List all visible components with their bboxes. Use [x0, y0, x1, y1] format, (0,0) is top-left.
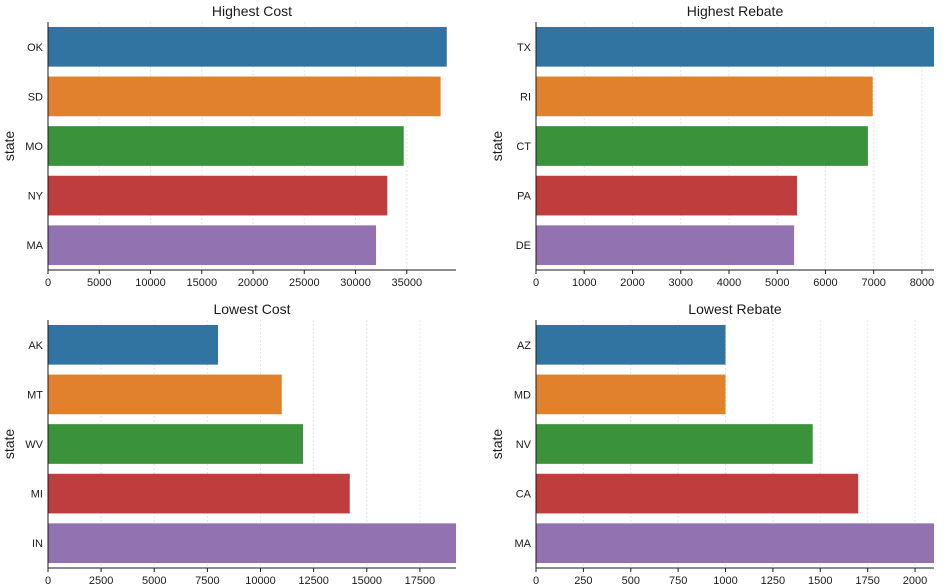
category-label: PA: [517, 191, 532, 203]
bar-ak: [48, 324, 218, 365]
bar-ok: [48, 26, 447, 67]
x-tick-label: 1000: [572, 277, 596, 289]
chart-panel: AK MT WV MI IN 0 2500 5000 7500 10000 12500 15000 17…: [1, 301, 456, 587]
x-tick-label: 3000: [668, 277, 692, 289]
x-tick-label: 4000: [717, 277, 741, 289]
category-label: SD: [28, 91, 43, 103]
bar-ct: [536, 126, 868, 166]
bar-tx: [536, 26, 934, 67]
x-tick-label: 7500: [195, 575, 219, 587]
bar-wv: [48, 424, 303, 464]
x-tick-label: 2500: [89, 575, 113, 587]
y-axis-label: state: [489, 131, 505, 162]
category-label: MI: [31, 489, 43, 501]
category-label: MA: [27, 240, 44, 252]
category-label: CT: [516, 141, 531, 153]
x-tick-label: 20000: [238, 277, 269, 289]
x-tick-label: 10000: [245, 575, 276, 587]
category-label: MA: [515, 538, 532, 550]
category-label: IN: [32, 538, 43, 550]
chart-title: Highest Cost: [212, 3, 292, 19]
category-label: MT: [27, 389, 43, 401]
bar-nv: [536, 424, 813, 464]
y-axis-label: state: [1, 131, 17, 162]
category-label: NV: [516, 439, 532, 451]
chart-title: Lowest Cost: [213, 301, 290, 317]
x-tick-label: 7000: [861, 277, 885, 289]
x-tick-label: 1250: [761, 575, 785, 587]
bar-ri: [536, 76, 873, 117]
x-tick-label: 8000: [910, 277, 934, 289]
x-tick-label: 1500: [808, 575, 832, 587]
x-tick-label: 17500: [405, 575, 436, 587]
chart-panel: OK SD MO NY MA 0 5000 10000 15000 20000 25000 30000…: [1, 3, 456, 289]
x-tick-label: 2000: [620, 277, 644, 289]
category-label: TX: [517, 42, 532, 54]
bar-pa: [536, 175, 797, 216]
x-tick-label: 5000: [87, 277, 111, 289]
bar-mi: [48, 473, 350, 514]
x-tick-label: 500: [622, 575, 640, 587]
x-tick-label: 15000: [186, 277, 217, 289]
x-tick-label: 0: [533, 575, 539, 587]
x-tick-label: 1000: [713, 575, 737, 587]
x-tick-label: 0: [45, 277, 51, 289]
category-label: MD: [514, 389, 531, 401]
category-label: OK: [27, 42, 44, 54]
bar-sd: [48, 76, 441, 117]
chart-panel: TX RI CT PA DE 0 1000 2000 3000 4000 5000 6000 7000 8…: [489, 3, 934, 289]
x-tick-label: 6000: [813, 277, 837, 289]
x-tick-label: 0: [533, 277, 539, 289]
bar-az: [536, 324, 726, 365]
bar-ca: [536, 473, 859, 514]
chart-panel: AZ MD NV CA MA 0 250 500 750 1000 1250 1500 1750 2000…: [489, 301, 934, 587]
x-tick-label: 250: [574, 575, 592, 587]
x-tick-label: 15000: [351, 575, 382, 587]
bar-de: [536, 225, 795, 266]
x-tick-label: 10000: [135, 277, 166, 289]
bar-mt: [48, 374, 282, 415]
category-label: AK: [28, 340, 43, 352]
category-label: MO: [25, 141, 43, 153]
x-tick-label: 12500: [298, 575, 329, 587]
x-tick-label: 25000: [289, 277, 320, 289]
chart-title: Highest Rebate: [687, 3, 784, 19]
category-label: CA: [516, 489, 532, 501]
category-label: WV: [25, 439, 43, 451]
category-label: DE: [516, 240, 531, 252]
bar-ma: [536, 523, 934, 564]
x-tick-label: 750: [669, 575, 687, 587]
category-label: NY: [28, 191, 44, 203]
bar-ma: [48, 225, 377, 266]
chart-title: Lowest Rebate: [688, 301, 782, 317]
category-label: AZ: [517, 340, 531, 352]
bar-in: [48, 523, 456, 564]
bar-md: [536, 374, 726, 415]
y-axis-label: state: [489, 429, 505, 460]
bar-ny: [48, 175, 388, 216]
x-tick-label: 5000: [765, 277, 789, 289]
x-tick-label: 0: [45, 575, 51, 587]
category-label: RI: [520, 91, 531, 103]
bar-mo: [48, 126, 404, 166]
x-tick-label: 1750: [855, 575, 879, 587]
x-tick-label: 2000: [903, 575, 927, 587]
x-tick-label: 30000: [340, 277, 371, 289]
y-axis-label: state: [1, 429, 17, 460]
x-tick-label: 35000: [391, 277, 422, 289]
x-tick-label: 5000: [142, 575, 166, 587]
